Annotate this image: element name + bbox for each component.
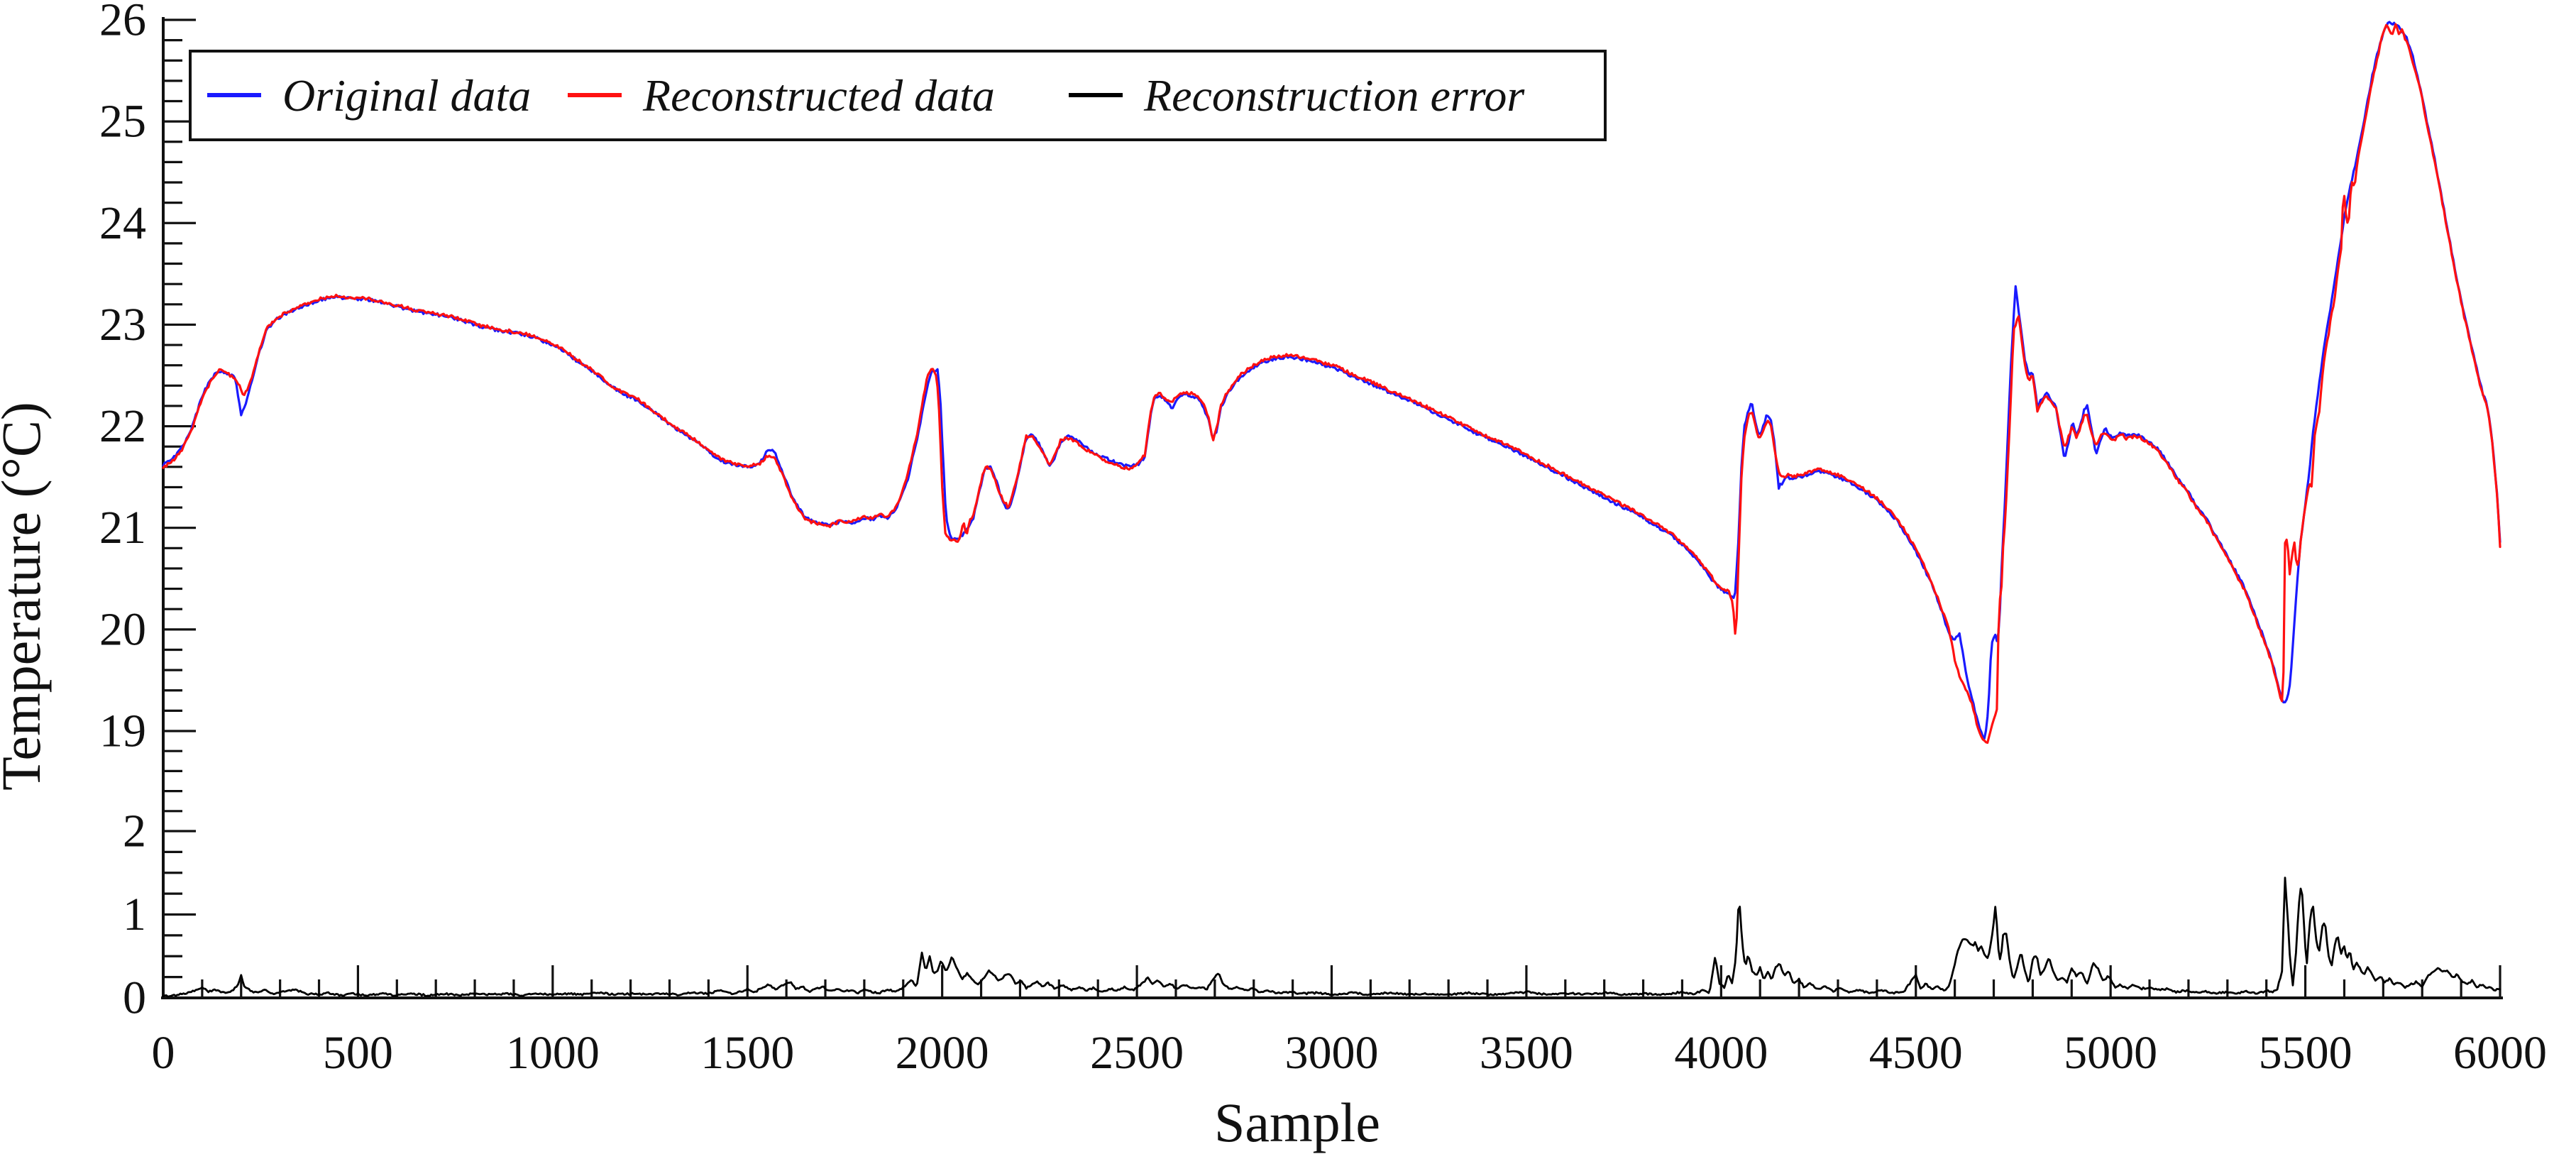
x-tick-label: 1500: [700, 1027, 794, 1079]
y-tick-label: 20: [99, 603, 146, 655]
x-tick-label: 3000: [1285, 1027, 1379, 1079]
legend-label-error: Reconstruction error: [1143, 70, 1525, 121]
x-tick-label: 1000: [506, 1027, 600, 1079]
x-tick-label: 500: [323, 1027, 393, 1079]
y-tick-label: 25: [99, 96, 146, 148]
y-tick-label: 22: [99, 400, 146, 452]
y-tick-label: 24: [99, 197, 146, 249]
error-series-line: [162, 877, 2501, 998]
y-tick-label: 21: [99, 502, 146, 554]
x-tick-label: 5000: [2064, 1027, 2157, 1079]
x-tick-label: 4000: [1674, 1027, 1768, 1079]
y-tick-label: 1: [123, 889, 146, 940]
data-series: [162, 21, 2501, 998]
x-axis-title: Sample: [1214, 1092, 1380, 1153]
axes: [161, 17, 2503, 999]
legend: Original data Reconstructed data Reconst…: [189, 50, 1607, 141]
y-tick-label: 23: [99, 299, 146, 351]
y-tick-label: 0: [123, 972, 146, 1024]
x-tick-label: 2500: [1090, 1027, 1184, 1079]
x-tick-label: 6000: [2453, 1027, 2547, 1079]
x-tick-label: 4500: [1869, 1027, 1963, 1079]
legend-box: [189, 50, 1607, 141]
x-tick-label: 3500: [1480, 1027, 1573, 1079]
legend-label-reconstructed: Reconstructed data: [642, 70, 995, 121]
legend-label-original: Original data: [282, 70, 531, 121]
x-tick-label: 0: [152, 1027, 175, 1079]
y-tick-label: 19: [99, 705, 146, 757]
x-tick-label: 5500: [2259, 1027, 2352, 1079]
y-axis-title: Temperature (°C): [0, 402, 52, 791]
x-tick-label: 2000: [896, 1027, 989, 1079]
reconstructed-series-line: [162, 23, 2501, 745]
y-tick-label: 26: [99, 0, 146, 46]
y-tick-label: 2: [123, 806, 146, 857]
